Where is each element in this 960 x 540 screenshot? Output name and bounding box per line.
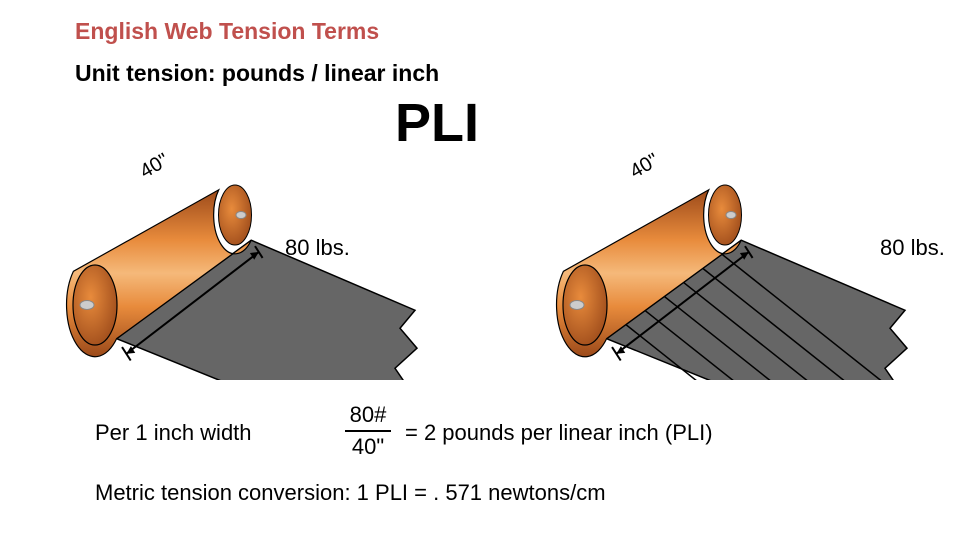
page-title: English Web Tension Terms: [75, 18, 379, 45]
fraction-bar: [345, 430, 391, 432]
fraction-denominator: 40": [345, 434, 391, 460]
subtitle: Unit tension: pounds / linear inch: [75, 60, 439, 87]
metric-conversion: Metric tension conversion: 1 PLI = . 571…: [95, 480, 606, 506]
left-weight-label: 80 lbs.: [285, 235, 350, 261]
per-inch-width-text: Per 1 inch width: [95, 420, 252, 446]
fraction-numerator: 80#: [345, 402, 391, 428]
diagram-area: 40" 40" 80 lbs. 80 lbs.: [0, 110, 960, 380]
roller-diagram: [0, 110, 960, 380]
fraction: 80# 40": [345, 402, 391, 460]
equation-result: = 2 pounds per linear inch (PLI): [405, 420, 713, 446]
right-weight-label: 80 lbs.: [880, 235, 945, 261]
